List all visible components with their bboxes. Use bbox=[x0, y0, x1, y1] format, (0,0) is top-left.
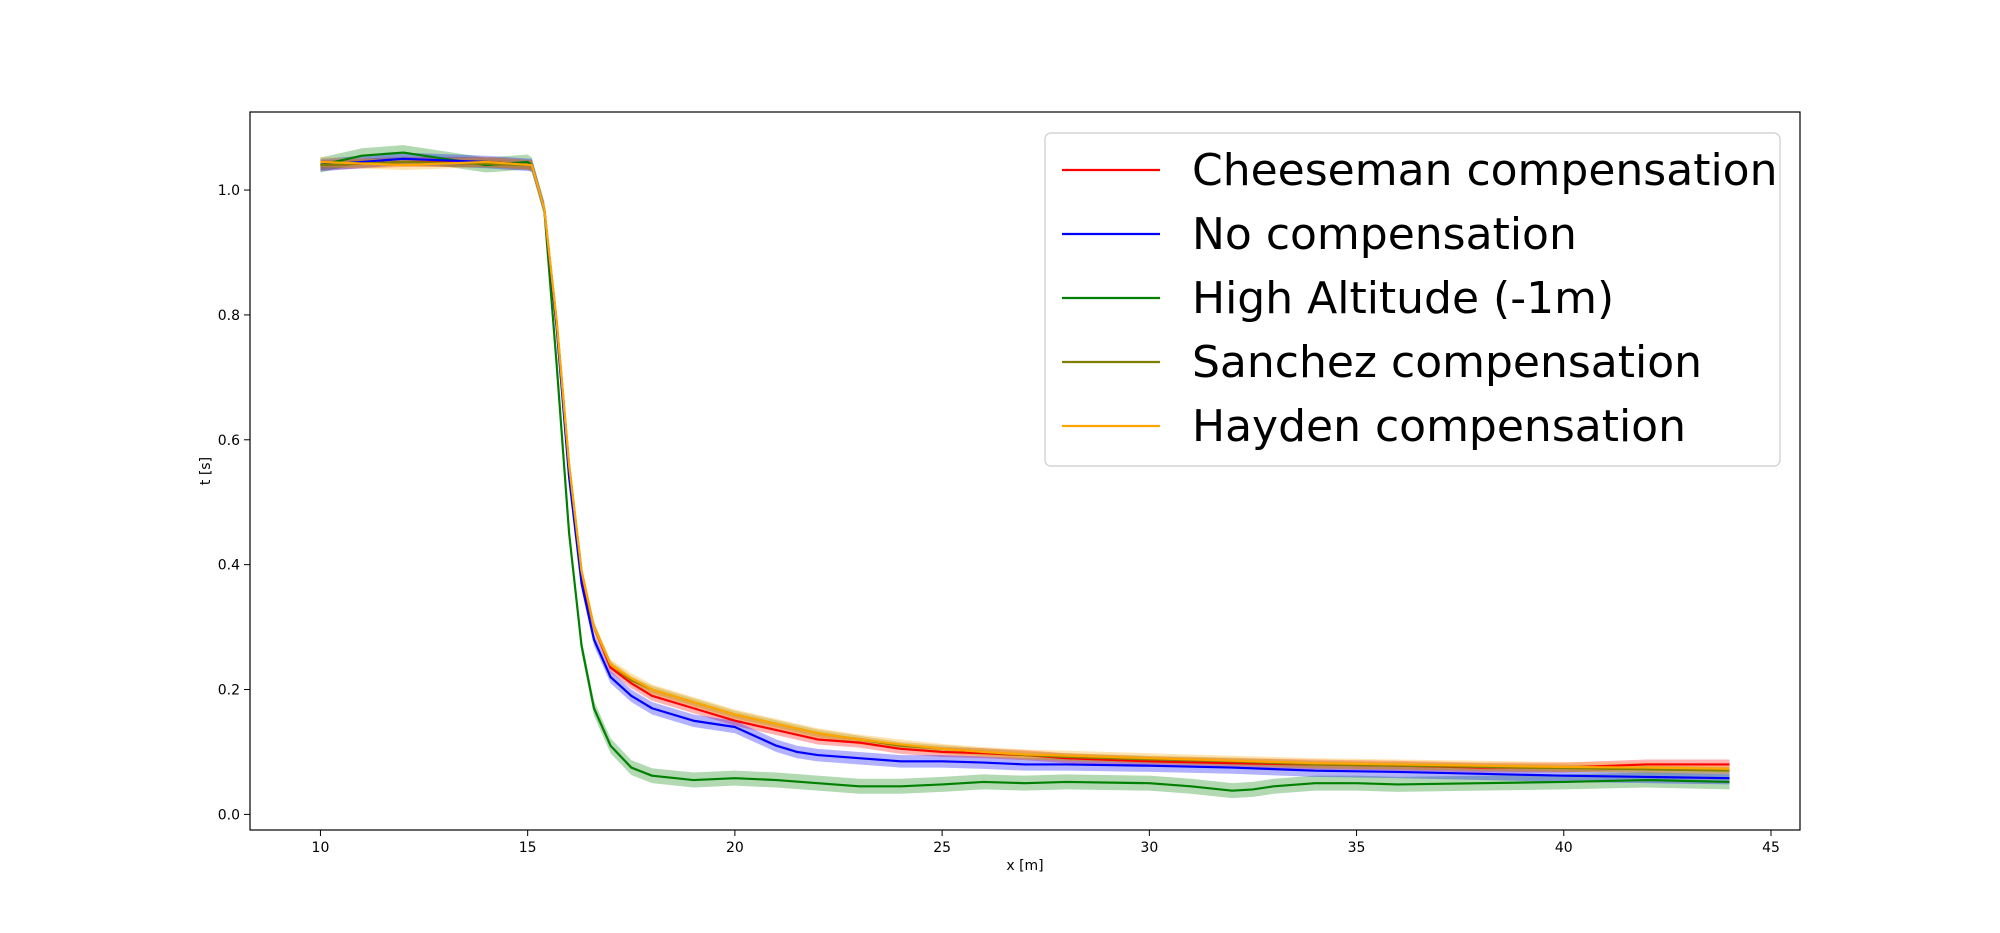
y-tick-label: 0.0 bbox=[218, 807, 240, 823]
x-tick-label: 30 bbox=[1140, 840, 1158, 856]
legend-label: Hayden compensation bbox=[1192, 401, 1686, 452]
plot-frame bbox=[249, 111, 1801, 831]
x-axis-ticks: 10 15 20 25 30 35 40 45 bbox=[312, 830, 1780, 856]
x-tick-label: 20 bbox=[726, 840, 744, 856]
x-tick-label: 35 bbox=[1348, 840, 1366, 856]
legend-box bbox=[1044, 132, 1781, 467]
x-tick-label: 25 bbox=[933, 840, 951, 856]
y-tick-label: 0.4 bbox=[218, 558, 240, 574]
x-tick-label: 15 bbox=[519, 840, 537, 856]
legend-label: High Altitude (-1m) bbox=[1192, 273, 1614, 324]
x-axis-label: x [m] bbox=[1006, 858, 1043, 874]
y-tick-label: 1.0 bbox=[218, 183, 240, 199]
y-tick-label: 0.8 bbox=[218, 308, 240, 324]
legend-label: Cheeseman compensation bbox=[1192, 145, 1777, 196]
legend-label: Sanchez compensation bbox=[1192, 337, 1702, 388]
legend-label: No compensation bbox=[1192, 209, 1577, 260]
y-tick-label: 0.6 bbox=[218, 433, 240, 449]
series-lines bbox=[320, 151, 1730, 792]
x-tick-label: 40 bbox=[1555, 840, 1573, 856]
series-line bbox=[320, 160, 1730, 770]
y-tick-label: 0.2 bbox=[218, 683, 240, 699]
legend: Cheeseman compensation No compensation Hig… bbox=[1044, 132, 1781, 467]
y-axis-label: t [s] bbox=[198, 457, 214, 485]
x-tick-label: 45 bbox=[1762, 840, 1780, 856]
y-axis-ticks: 0.0 0.2 0.4 0.6 0.8 1.0 bbox=[218, 183, 250, 823]
x-tick-label: 10 bbox=[312, 840, 330, 856]
